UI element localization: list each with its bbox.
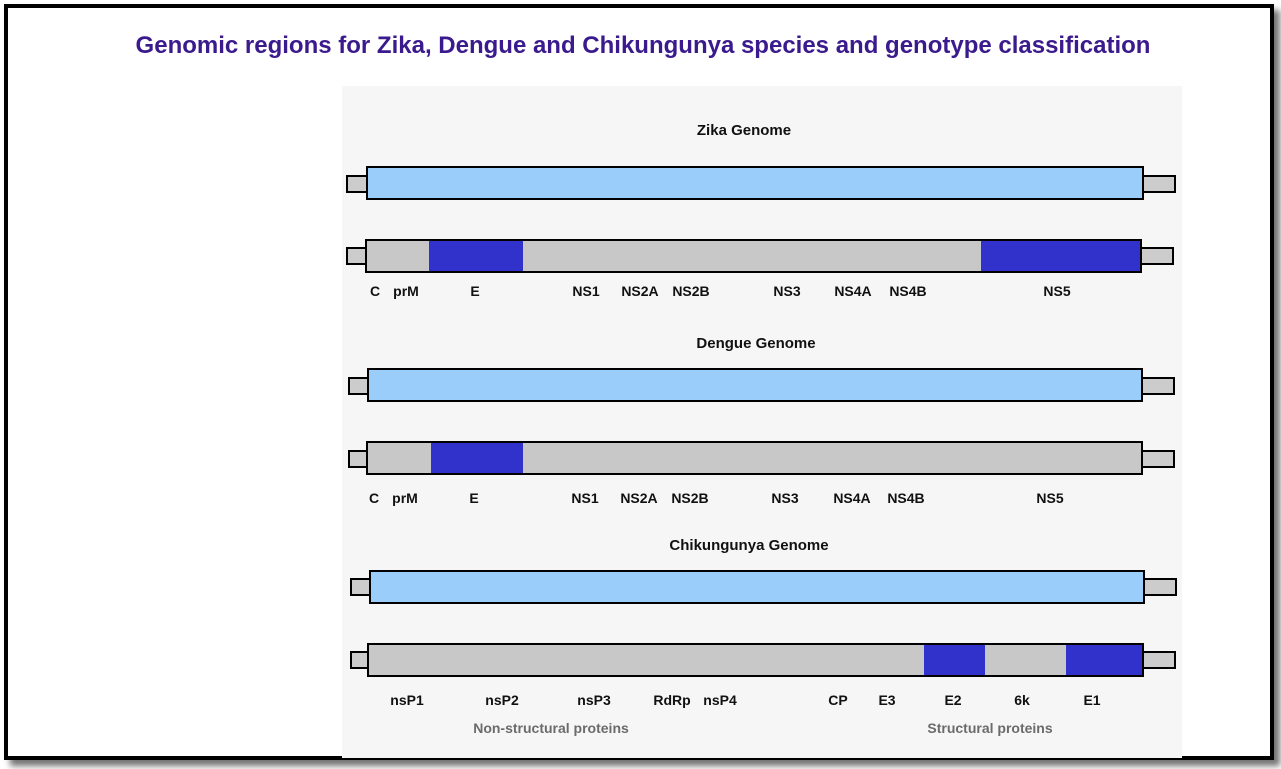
dengue-region-e [431,443,523,473]
gene-label: E [469,490,479,506]
page-title: Genomic regions for Zika, Dengue and Chi… [135,32,1151,59]
gene-label: NS3 [773,283,801,299]
figure-frame: Genomic regions for Zika, Dengue and Chi… [4,4,1274,760]
gene-label: prM [392,490,418,506]
chikungunya-genome-title: Chikungunya Genome [669,537,829,554]
gene-label: NS4A [834,283,872,299]
gene-label: nsP1 [390,692,424,708]
gene-label: E1 [1083,692,1101,708]
zika-genome-left-utr [346,175,368,193]
zika-region-e [429,241,523,271]
gene-label: NS2A [620,490,658,506]
gene-label: NS2B [672,283,710,299]
gene-label: C [368,490,380,506]
gene-label: E2 [944,692,962,708]
chik-region-e1 [1066,645,1142,675]
gene-label: NS4A [833,490,871,506]
gene-label: NS5 [1043,283,1071,299]
dengue-gene-map [366,441,1143,475]
chikungunya-gene-map [367,643,1144,677]
gene-label: E3 [878,692,896,708]
gene-label: NS4B [889,283,927,299]
dengue-genome-bar [367,368,1143,402]
non-structural-proteins-label: Non-structural proteins [473,720,629,736]
gene-label: NS2A [621,283,659,299]
gene-label: E [470,283,480,299]
zika-map-right-utr [1140,247,1174,265]
gene-label: CP [828,692,848,708]
chik-genome-right-utr [1143,578,1177,596]
gene-label: nsP3 [577,692,611,708]
zika-region-ns5 [981,241,1140,271]
structural-proteins-label: Structural proteins [927,720,1053,736]
chikungunya-genome-bar [369,570,1145,604]
dengue-genome-title: Dengue Genome [696,335,816,352]
dengue-genome-right-utr [1141,377,1175,395]
gene-label: prM [393,283,419,299]
gene-label: nsP4 [703,692,737,708]
gene-label: NS5 [1036,490,1064,506]
dengue-map-right-utr [1141,450,1175,468]
zika-genome-title: Zika Genome [696,122,792,139]
chik-region-e2 [924,645,985,675]
chik-map-right-utr [1142,651,1176,669]
zika-genome-right-utr [1142,175,1176,193]
gene-label: nsP2 [485,692,519,708]
gene-label: NS2B [671,490,709,506]
zika-genome-bar [366,166,1144,200]
gene-label: NS4B [887,490,925,506]
gene-label: NS3 [771,490,799,506]
gene-label: NS1 [572,283,600,299]
gene-label: 6k [1014,692,1030,708]
gene-label: C [369,283,381,299]
diagram-panel: Zika Genome C prM E NS1 NS2A NS2B NS3 NS… [342,86,1182,758]
zika-gene-map [365,239,1142,273]
gene-label: NS1 [571,490,599,506]
gene-label: RdRp [653,692,691,708]
